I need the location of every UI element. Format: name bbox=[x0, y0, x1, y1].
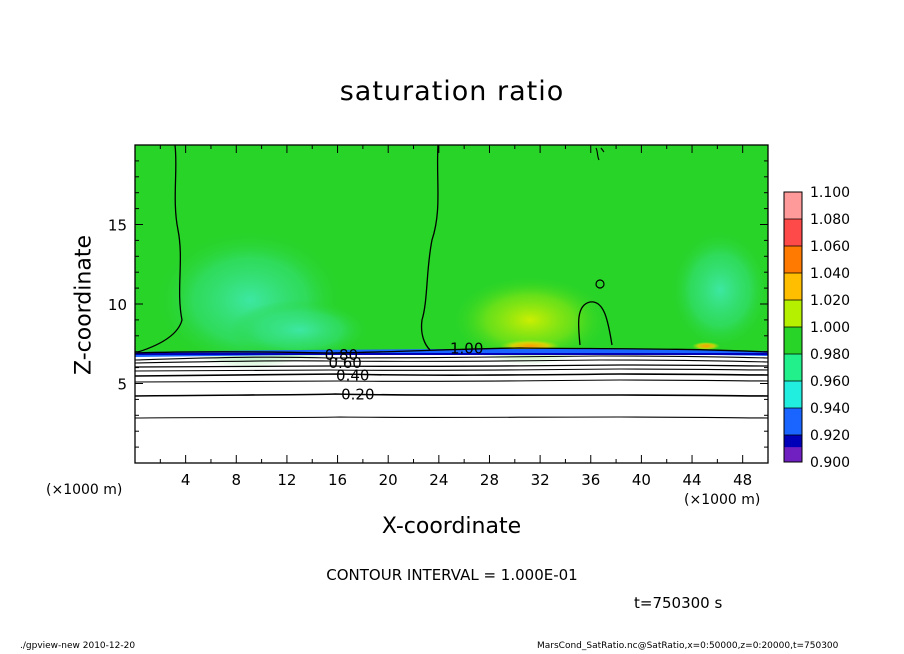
contour-interval-text: CONTOUR INTERVAL = 1.000E-01 bbox=[326, 566, 578, 584]
x-tick-label: 16 bbox=[328, 471, 347, 489]
footer-left: ./gpview-new 2010-12-20 bbox=[20, 641, 136, 651]
contour-1-bump bbox=[577, 301, 613, 346]
x-unit-label-right: (×1000 m) bbox=[684, 492, 761, 508]
x-tick-label: 4 bbox=[181, 471, 191, 489]
colorbar-segment bbox=[784, 300, 802, 328]
colorbar-label: 0.900 bbox=[810, 455, 850, 471]
y-axis: 5 10 15 bbox=[108, 160, 768, 448]
colorbar-label: 1.080 bbox=[810, 212, 850, 228]
colorbar-segment bbox=[784, 447, 802, 462]
chart-title: saturation ratio bbox=[339, 76, 565, 107]
contour-1-boundary bbox=[135, 347, 768, 354]
peak-saturation-patch bbox=[692, 342, 720, 350]
y-axis-label: Z-coordinate bbox=[71, 235, 97, 375]
x-axis: 4 8 12 16 20 24 28 32 36 40 44 48 bbox=[159, 145, 752, 489]
colorbar-segment bbox=[784, 219, 802, 247]
contour-1-loop bbox=[595, 279, 605, 289]
contour-label: 0.80 bbox=[325, 346, 358, 364]
contour-1-top bbox=[595, 147, 605, 161]
colorbar-label: 1.040 bbox=[810, 266, 850, 282]
contour-label: 1.00 bbox=[450, 340, 483, 358]
footer-right: MarsCond_SatRatio.nc@SatRatio,x=0:50000,… bbox=[537, 641, 839, 651]
colorbar-label: 1.000 bbox=[810, 320, 850, 336]
colorbar-segment bbox=[784, 192, 802, 220]
colorbar: 1.100 1.080 1.060 1.040 1.020 1.000 0.980 0.960… bbox=[783, 185, 850, 471]
colorbar-segment bbox=[784, 354, 802, 382]
colorbar-label: 0.940 bbox=[810, 401, 850, 417]
colorbar-label: 1.060 bbox=[810, 239, 850, 255]
x-tick-label: 12 bbox=[277, 471, 296, 489]
contour-label: 0.60 bbox=[328, 354, 361, 372]
x-tick-label: 40 bbox=[632, 471, 651, 489]
time-label: t=750300 s bbox=[634, 594, 723, 612]
heatmap-field bbox=[135, 145, 768, 463]
x-axis-label: X-coordinate bbox=[381, 514, 522, 539]
colorbar-label: 0.980 bbox=[810, 347, 850, 363]
x-tick-label: 36 bbox=[581, 471, 600, 489]
contour-label: 0.40 bbox=[336, 367, 369, 385]
x-tick-label: 44 bbox=[682, 471, 701, 489]
x-tick-label: 24 bbox=[429, 471, 448, 489]
contour-lines bbox=[135, 355, 768, 419]
high-saturation-patch bbox=[450, 275, 610, 365]
colorbar-label: 1.100 bbox=[810, 185, 850, 201]
y-tick-label: 10 bbox=[108, 296, 127, 314]
x-tick-label: 32 bbox=[531, 471, 550, 489]
x-tick-label: 28 bbox=[480, 471, 499, 489]
contour-1-middle bbox=[420, 145, 439, 351]
contour-label: 0.20 bbox=[341, 386, 374, 404]
contour-1-left bbox=[137, 145, 183, 353]
colorbar-segment bbox=[784, 273, 802, 301]
colorbar-label: 0.960 bbox=[810, 374, 850, 390]
contour-labels: 1.00 0.800.600.400.20 bbox=[325, 340, 484, 404]
y-tick-label: 5 bbox=[117, 376, 127, 394]
low-saturation-patch bbox=[230, 300, 370, 360]
low-saturation-patch bbox=[670, 230, 768, 350]
colorbar-segment bbox=[784, 327, 802, 355]
x-unit-label-left: (×1000 m) bbox=[46, 482, 123, 498]
colorbar-label: 1.020 bbox=[810, 293, 850, 309]
colorbar-segment bbox=[784, 381, 802, 409]
x-tick-label: 48 bbox=[733, 471, 752, 489]
colorbar-segment bbox=[784, 246, 802, 274]
colorbar-label: 0.920 bbox=[810, 428, 850, 444]
x-tick-label: 20 bbox=[379, 471, 398, 489]
colorbar-segment bbox=[784, 408, 802, 436]
x-tick-label: 8 bbox=[232, 471, 242, 489]
y-tick-label: 15 bbox=[108, 217, 127, 235]
